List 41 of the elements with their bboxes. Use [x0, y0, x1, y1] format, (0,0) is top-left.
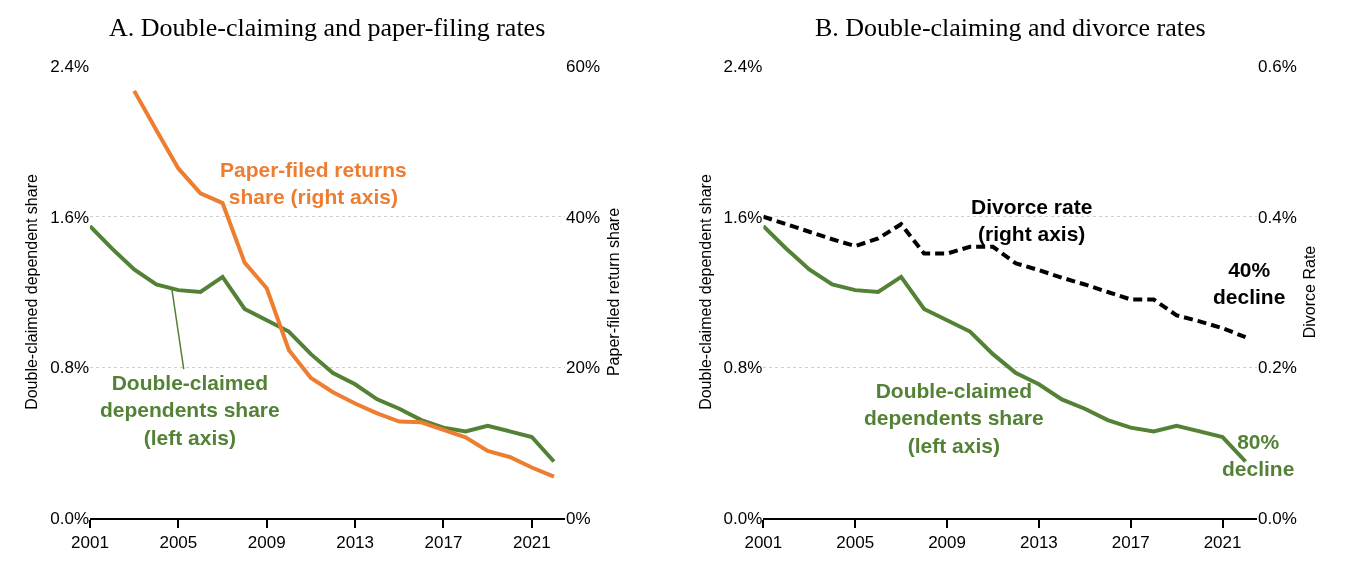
y2-axis-title: Divorce Rate — [1301, 245, 1319, 339]
x-tick-label: 2005 — [836, 533, 875, 553]
annotation: Double-claimed dependents share (left axis) — [100, 371, 280, 449]
y2-tick-label: 0.2% — [1258, 358, 1297, 378]
y-tick-label: 0.8% — [50, 358, 89, 378]
y2-tick-label: 60% — [565, 56, 600, 76]
x-tick-label: 2009 — [928, 533, 966, 553]
line-series — [90, 224, 556, 464]
y2-tick-label: 0.0% — [1258, 508, 1297, 528]
x-tick-label: 2021 — [512, 533, 551, 553]
annotation: 80% decline — [1222, 430, 1295, 481]
x-tick-label: 2013 — [1019, 533, 1058, 553]
y-tick-label: 0.8% — [723, 358, 763, 378]
y2-tick-label: 20% — [565, 358, 600, 378]
x-tick-label: 2001 — [71, 533, 109, 553]
y2-axis-title: Paper-filed return share — [604, 207, 622, 377]
y-tick-label: 2.4% — [50, 56, 89, 76]
y2-tick-label: 0.6% — [1258, 56, 1297, 76]
annotation: Paper-filed returns share (right axis) — [220, 158, 407, 209]
y2-tick-label: 40% — [565, 207, 600, 227]
annotation: 40% decline — [1213, 258, 1286, 309]
chart-title: A. Double-claiming and paper-filing rates — [109, 13, 546, 42]
y-tick-label: 0.0% — [723, 508, 763, 528]
x-tick-label: 2017 — [424, 533, 463, 553]
annotation: Double-claimed dependents share (left axis) — [864, 379, 1044, 457]
chart-title: B. Double-claiming and divorce rates — [815, 13, 1206, 42]
x-tick-label: 2013 — [336, 533, 375, 553]
y-tick-label: 1.6% — [723, 207, 763, 227]
y-tick-label: 2.4% — [723, 56, 763, 76]
y2-tick-label: 0.4% — [1258, 207, 1297, 227]
x-tick-label: 2009 — [247, 533, 286, 553]
x-tick-label: 2017 — [1111, 533, 1150, 553]
y-axis-title: Double-claimed dependent share — [23, 174, 41, 410]
y-axis-title: Double-claimed dependent share — [696, 174, 714, 410]
annotation: Divorce rate (right axis) — [971, 195, 1093, 246]
x-tick-label: 2005 — [159, 533, 198, 553]
x-tick-label: 2021 — [1203, 533, 1242, 553]
y-tick-label: 1.6% — [50, 207, 89, 227]
y-tick-label: 0.0% — [50, 508, 89, 528]
x-tick-label: 2001 — [744, 533, 783, 553]
y2-tick-label: 0% — [565, 508, 591, 528]
